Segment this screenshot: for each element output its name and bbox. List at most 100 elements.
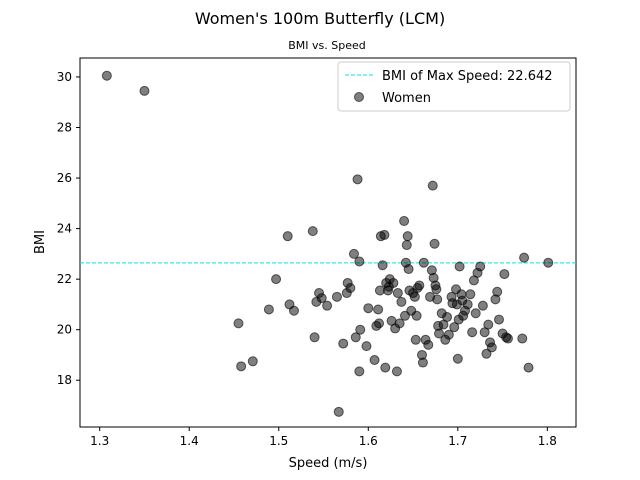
data-point — [494, 314, 505, 325]
y-tick-label: 24 — [57, 222, 72, 236]
data-point — [454, 261, 465, 272]
x-tick-label: 1.6 — [359, 434, 378, 448]
data-point — [434, 328, 445, 339]
data-point — [345, 282, 356, 293]
data-point — [377, 260, 388, 271]
data-point — [363, 303, 374, 314]
data-point — [355, 324, 366, 335]
y-axis-label: BMI — [33, 230, 48, 254]
data-point — [465, 289, 476, 300]
data-point — [410, 334, 421, 345]
data-point — [411, 310, 422, 321]
data-point — [432, 294, 443, 305]
data-point — [373, 304, 384, 315]
y-tick-label: 30 — [57, 70, 72, 84]
data-point — [374, 318, 385, 329]
y-tick-label: 28 — [57, 121, 72, 135]
data-point — [486, 342, 497, 353]
legend: BMI of Max Speed: 22.642 Women — [337, 61, 571, 112]
y-tick-label: 18 — [57, 373, 72, 387]
data-point — [396, 296, 407, 307]
x-tick-label: 1.8 — [538, 434, 557, 448]
data-point — [263, 304, 274, 315]
data-point — [477, 300, 488, 311]
data-point — [348, 248, 359, 259]
data-point — [492, 286, 503, 297]
y-tick-label: 20 — [57, 323, 72, 337]
x-axis-ticks: 1.3 1.4 1.5 1.6 1.7 1.8 — [90, 427, 557, 448]
data-point — [288, 305, 299, 316]
data-point — [543, 257, 554, 268]
data-point — [462, 299, 473, 310]
legend-women-swatch — [354, 92, 364, 102]
data-point — [354, 366, 365, 377]
data-point — [523, 362, 534, 373]
data-point — [470, 308, 481, 319]
x-tick-label: 1.4 — [180, 434, 199, 448]
data-point — [427, 180, 438, 191]
data-point — [236, 361, 247, 372]
legend-women-label: Women — [382, 91, 431, 106]
legend-reference-label: BMI of Max Speed: 22.642 — [382, 69, 553, 84]
data-point — [271, 274, 282, 285]
data-point — [379, 229, 390, 240]
data-point — [418, 257, 429, 268]
data-point — [502, 333, 513, 344]
data-point — [423, 339, 434, 350]
data-point — [101, 70, 112, 81]
y-tick-label: 26 — [57, 171, 72, 185]
data-point — [414, 280, 425, 291]
data-point — [282, 231, 293, 242]
data-point — [354, 256, 365, 267]
data-point — [139, 85, 150, 96]
data-point — [442, 312, 453, 323]
data-point — [352, 174, 363, 185]
data-point — [399, 216, 410, 227]
data-point — [452, 353, 463, 364]
data-point — [431, 284, 442, 295]
data-point — [402, 231, 413, 242]
data-point — [388, 277, 399, 288]
data-point — [316, 293, 327, 304]
data-point — [443, 329, 454, 340]
data-point — [499, 269, 510, 280]
data-point — [369, 355, 380, 366]
y-tick-label: 22 — [57, 272, 72, 286]
x-tick-label: 1.7 — [448, 434, 467, 448]
data-point — [401, 240, 412, 251]
legend-box — [337, 61, 571, 112]
y-axis-ticks: 18 20 22 24 26 28 30 — [57, 70, 80, 387]
data-points — [101, 70, 554, 417]
data-point — [331, 291, 342, 302]
chart-title: Women's 100m Butterfly (LCM) — [195, 9, 445, 28]
chart-subtitle: BMI vs. Speed — [288, 39, 366, 52]
plot-area — [79, 57, 577, 428]
data-point — [475, 261, 486, 272]
data-point — [409, 291, 420, 302]
data-point — [394, 318, 405, 329]
data-point — [429, 238, 440, 249]
data-point — [403, 264, 414, 275]
data-point — [338, 338, 349, 349]
data-point — [350, 332, 361, 343]
data-point — [361, 341, 372, 352]
x-axis-label: Speed (m/s) — [289, 456, 368, 471]
data-point — [333, 406, 344, 417]
data-point — [483, 319, 494, 330]
data-point — [449, 322, 460, 333]
data-point — [307, 226, 318, 237]
data-point — [392, 288, 403, 299]
data-point — [309, 332, 320, 343]
data-point — [467, 327, 478, 338]
data-point — [481, 348, 492, 359]
x-tick-label: 1.3 — [90, 434, 109, 448]
x-tick-label: 1.5 — [269, 434, 288, 448]
data-point — [517, 333, 528, 344]
data-point — [380, 362, 391, 373]
data-point — [247, 356, 258, 367]
data-point — [391, 366, 402, 377]
data-point — [233, 318, 244, 329]
data-point — [322, 300, 333, 311]
data-point — [417, 357, 428, 368]
